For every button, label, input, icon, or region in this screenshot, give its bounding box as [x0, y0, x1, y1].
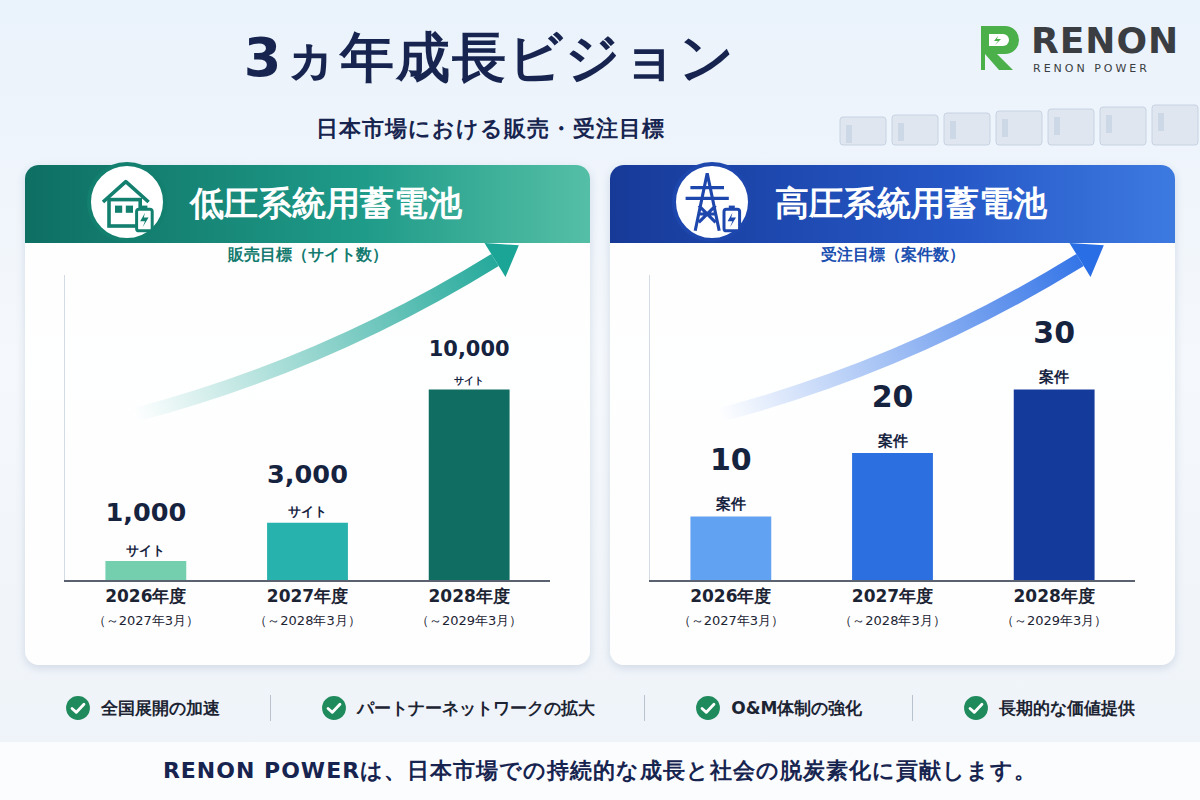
svg-text:1,000サイト: 1,000サイト — [105, 497, 186, 557]
svg-text:2026年度（～2027年3月）: 2026年度（～2027年3月） — [678, 586, 784, 627]
html-text:長期的な価値提供: 長期的な価値提供 — [999, 697, 1136, 718]
svg-text:20案件: 20案件 — [872, 379, 914, 450]
html-text:高圧系統用蓄電池: 高圧系統用蓄電池 — [775, 183, 1047, 223]
svg-text:3,000サイト: 3,000サイト — [267, 459, 348, 519]
svg-text:2027年度（～2028年3月）: 2027年度（～2028年3月） — [254, 586, 360, 627]
html-text:低圧系統用蓄電池: 低圧系統用蓄電池 — [190, 183, 462, 223]
html-text:全国展開の加速: 全国展開の加速 — [100, 697, 220, 718]
svg-text:30案件: 30案件 — [1033, 315, 1075, 386]
svg-text:2026年度（～2027年3月）: 2026年度（～2027年3月） — [93, 586, 199, 627]
html-text:RENON POWER: RENON POWER — [1033, 62, 1150, 75]
html-text:O&M体制の強化: O&M体制の強化 — [731, 697, 863, 718]
html-text:RENON POWERは、日本市場での持続的な成長と社会の脱: RENON POWERは、日本市場での持続的な成長と社会の脱炭素化に貢献します。 — [162, 758, 1038, 783]
svg-text:10案件: 10案件 — [710, 442, 752, 513]
html-text:3ヵ年成長ビジョン: 3ヵ年成長ビジョン — [243, 26, 737, 89]
html-text:日本市場における販売・受注目標: 日本市場における販売・受注目標 — [315, 116, 665, 141]
html-text:RENON: RENON — [1031, 20, 1180, 61]
svg-text:2028年度（～2029年3月）: 2028年度（～2029年3月） — [416, 586, 522, 627]
html-text:受注目標（案件数）: 受注目標（案件数） — [820, 245, 965, 264]
svg-text:2027年度（～2028年3月）: 2027年度（～2028年3月） — [839, 586, 945, 627]
html-text:パートナーネットワークの拡大: パートナーネットワークの拡大 — [356, 697, 595, 718]
svg-text:2028年度（～2029年3月）: 2028年度（～2029年3月） — [1001, 586, 1107, 627]
svg-text:10,000サイト: 10,000サイト — [429, 337, 510, 385]
html-text:販売目標（サイト数）: 販売目標（サイト数） — [227, 245, 388, 264]
